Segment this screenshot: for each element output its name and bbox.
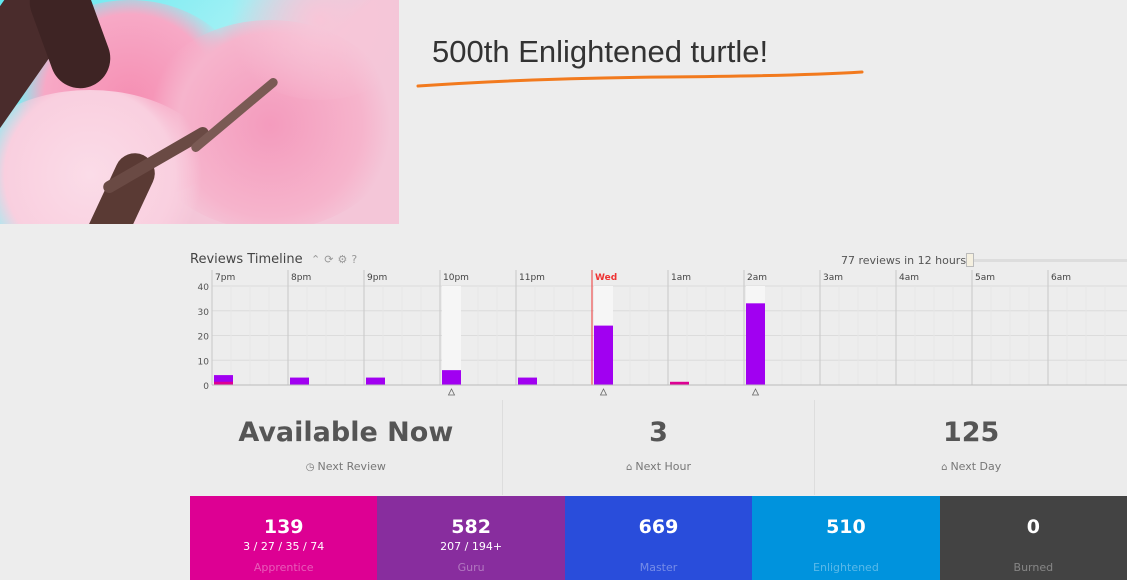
banner-title: 500th Enlightened turtle! xyxy=(432,34,769,69)
slider-handle[interactable] xyxy=(966,253,974,267)
x-tick-label: Wed xyxy=(595,273,617,283)
srs-label: Burned xyxy=(1013,561,1054,574)
review-stats: Available Now ◷ Next Review 3 ⌂ Next Hour … xyxy=(190,400,1127,495)
burn-segment xyxy=(214,381,233,385)
help-icon[interactable]: ? xyxy=(351,253,362,266)
srs-breakdown xyxy=(752,540,939,553)
y-tick-label: 30 xyxy=(198,308,210,318)
reviews-timeline-chart: 0 10 20 30 40 7pm 8pm 9pm 10pm 11pm Wed 1am 2am 3am 4a… xyxy=(198,270,1127,396)
x-tick-label: 6am xyxy=(1051,273,1071,283)
review-bar xyxy=(746,303,765,385)
bar-backdrop xyxy=(442,286,461,385)
stat-value: 125 xyxy=(942,417,1000,448)
srs-progress: 139 3 / 27 / 35 / 74 Apprentice 582 207 … xyxy=(190,496,1127,580)
stat-label: Next Review xyxy=(317,460,386,473)
x-tick-label: 1am xyxy=(671,273,691,283)
x-tick-label: 4am xyxy=(899,273,919,283)
stat-value: 3 xyxy=(649,417,668,448)
srs-master[interactable]: 669 Master xyxy=(564,496,753,580)
y-tick-label: 10 xyxy=(198,357,210,367)
x-tick-label: 5am xyxy=(975,273,995,283)
triangle-marker xyxy=(751,388,760,396)
x-tick-label: 7pm xyxy=(215,273,235,283)
x-tick-label: 8pm xyxy=(291,273,311,283)
inbox-icon: ⌂ xyxy=(626,462,633,473)
srs-count: 510 xyxy=(826,516,866,538)
y-tick-label: 0 xyxy=(203,382,209,392)
srs-enlightened[interactable]: 510 Enlightened xyxy=(752,496,940,580)
gear-icon[interactable]: ⚙ xyxy=(337,253,352,266)
stat-next-hour: 3 ⌂ Next Hour xyxy=(502,400,816,495)
x-tick-label: 11pm xyxy=(519,273,545,283)
title-underline xyxy=(416,70,864,88)
y-tick-label: 20 xyxy=(198,333,210,343)
srs-label: Enlightened xyxy=(813,561,879,574)
chevron-up-icon[interactable]: ⌃ xyxy=(311,253,325,266)
srs-count: 669 xyxy=(638,516,679,538)
stat-next-day: 125 ⌂ Next Day xyxy=(815,400,1127,495)
review-bar xyxy=(442,370,461,385)
banner-image xyxy=(0,0,399,224)
stat-next-review: Available Now ◷ Next Review xyxy=(190,400,503,495)
inbox-icon: ⌂ xyxy=(941,462,948,473)
burn-segment xyxy=(670,381,689,385)
timeline-range-slider[interactable] xyxy=(966,259,1127,262)
srs-label: Guru xyxy=(457,561,485,574)
srs-label: Apprentice xyxy=(253,561,314,574)
srs-count: 0 xyxy=(1026,516,1040,538)
srs-breakdown: 3 / 27 / 35 / 74 xyxy=(243,540,325,553)
srs-guru[interactable]: 582 207 / 194+ Guru xyxy=(377,496,565,580)
y-tick-label: 40 xyxy=(198,283,210,293)
refresh-icon[interactable]: ⟳ xyxy=(324,253,338,266)
review-bar xyxy=(290,377,309,385)
srs-burned[interactable]: 0 Burned xyxy=(939,496,1127,580)
srs-label: Master xyxy=(639,561,678,574)
srs-count: 139 xyxy=(263,516,304,538)
clock-icon: ◷ xyxy=(305,462,315,473)
srs-breakdown: 207 / 194+ xyxy=(440,540,503,553)
review-bar xyxy=(518,377,537,385)
stat-value: Available Now xyxy=(238,417,454,448)
srs-apprentice[interactable]: 139 3 / 27 / 35 / 74 Apprentice xyxy=(190,496,378,580)
x-tick-label: 9pm xyxy=(367,273,387,283)
review-bar xyxy=(366,377,385,385)
timeline-summary: 77 reviews in 12 hours xyxy=(841,254,967,267)
stat-label: Next Day xyxy=(950,460,1002,473)
x-tick-label: 2am xyxy=(747,273,767,283)
triangle-marker xyxy=(447,388,456,396)
x-tick-label: 10pm xyxy=(443,273,469,283)
review-bar xyxy=(214,375,233,385)
x-tick-label: 3am xyxy=(823,273,843,283)
srs-count: 582 xyxy=(451,516,491,538)
timeline-header: Reviews Timeline ⌃⟳⚙? 77 reviews in 12 h… xyxy=(190,250,1127,270)
stat-label: Next Hour xyxy=(635,460,691,473)
review-bar xyxy=(594,325,613,385)
timeline-title: Reviews Timeline xyxy=(190,252,303,267)
triangle-marker xyxy=(599,388,608,396)
srs-breakdown xyxy=(565,540,752,553)
srs-breakdown xyxy=(940,540,1127,553)
